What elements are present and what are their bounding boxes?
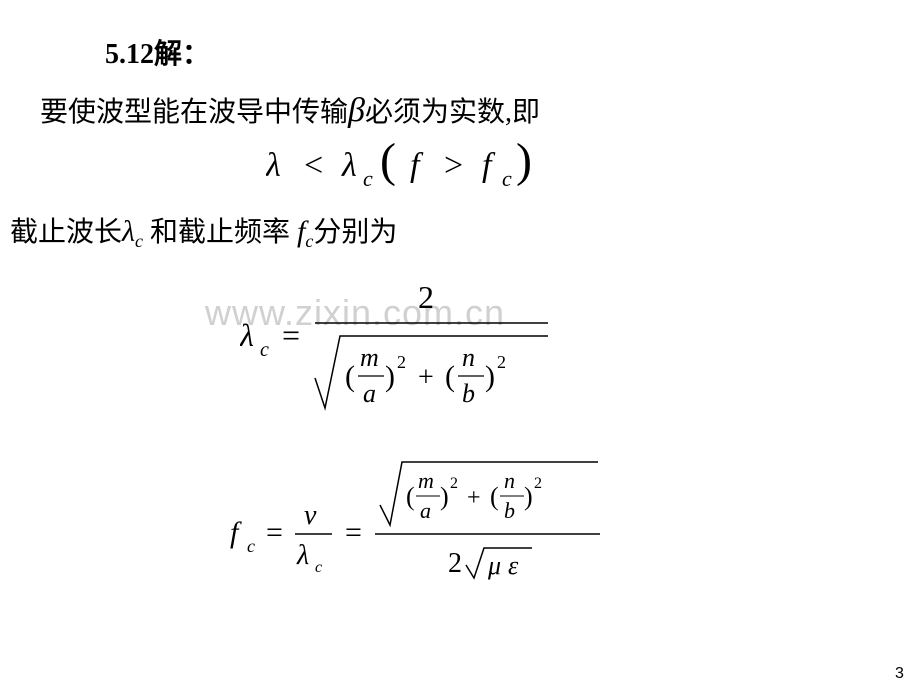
f3-n: n xyxy=(504,468,515,493)
f2-pr1: ) xyxy=(385,360,395,393)
f3-eps: ε xyxy=(508,551,519,580)
line1-prefix: 要使波型能在波导中传输 xyxy=(40,97,348,128)
formula-1: λ < λ c ( f > f c ) xyxy=(266,134,596,194)
f2-pl1: ( xyxy=(345,360,355,393)
f1-subc1: c xyxy=(363,166,373,191)
f2-pl2: ( xyxy=(445,360,455,393)
f3-two: 2 xyxy=(448,548,462,579)
line1-suffix: 必须为实数,即 xyxy=(365,97,540,128)
f3-a: a xyxy=(420,498,431,523)
f3-subc: c xyxy=(247,536,255,556)
f2-a: a xyxy=(363,379,376,408)
f3-v: v xyxy=(304,500,317,531)
f2-subc: c xyxy=(260,339,269,361)
f3-sq1: 2 xyxy=(450,475,458,492)
f3-subc2: c xyxy=(315,559,322,576)
f3-f: f xyxy=(230,516,242,549)
f1-f1: f xyxy=(410,147,424,184)
heading-text: 5.12解： xyxy=(105,39,210,70)
f1-lambda2: λ xyxy=(341,147,357,184)
f3-sq2: 2 xyxy=(534,475,542,492)
formula-2: λ c = 2 ( m a ) 2 + ( n b ) 2 xyxy=(240,268,620,418)
f3-eq2: = xyxy=(345,516,362,549)
f1-subc2: c xyxy=(502,166,512,191)
f1-pl: ( xyxy=(380,134,396,187)
f3-mu: μ xyxy=(487,551,501,580)
f3-pr2: ) xyxy=(524,482,533,511)
formula-3: f c = v λ c = ( m a ) 2 + ( n b ) 2 2 μ … xyxy=(230,450,690,620)
f2-m: m xyxy=(360,343,379,372)
f3-plus: + xyxy=(467,485,481,511)
line2-prefix: 截止波长 xyxy=(10,217,122,248)
f2-eq: = xyxy=(282,317,300,353)
page-number-text: 3 xyxy=(895,665,904,682)
f2-b: b xyxy=(462,379,475,408)
line2-subc1: c xyxy=(135,231,143,251)
f2-n: n xyxy=(462,343,475,372)
line2-suffix: 分别为 xyxy=(313,217,397,248)
f1-pr: ) xyxy=(516,134,532,187)
f2-pr2: ) xyxy=(485,360,495,393)
f1-lt: < xyxy=(304,147,323,184)
f3-b: b xyxy=(504,498,515,523)
f3-pl1: ( xyxy=(406,482,415,511)
f3-eq1: = xyxy=(266,516,283,549)
text-line-2: 截止波长λc 和截止频率 fc分别为 xyxy=(10,210,397,250)
section-heading: 5.12解： xyxy=(105,32,210,72)
f2-num: 2 xyxy=(418,279,434,315)
line2-mid: 和截止频率 xyxy=(143,217,297,248)
line2-lambda: λ xyxy=(122,215,135,248)
f3-lambda: λ xyxy=(296,540,309,571)
f3-pr1: ) xyxy=(440,482,449,511)
text-line-1: 要使波型能在波导中传输β必须为实数,即 xyxy=(40,90,540,130)
f2-plus: + xyxy=(418,362,434,393)
page-number: 3 xyxy=(895,665,904,683)
f2-sq2: 2 xyxy=(497,352,506,372)
f3-m: m xyxy=(418,468,434,493)
f1-f2: f xyxy=(482,147,496,184)
f1-gt: > xyxy=(444,147,463,184)
f2-lambda: λ xyxy=(240,317,254,353)
f1-lambda: λ xyxy=(266,147,281,184)
f3-pl2: ( xyxy=(490,482,499,511)
beta-symbol: β xyxy=(348,92,365,129)
f2-sq1: 2 xyxy=(397,352,406,372)
line2-subc2: c xyxy=(305,231,313,251)
